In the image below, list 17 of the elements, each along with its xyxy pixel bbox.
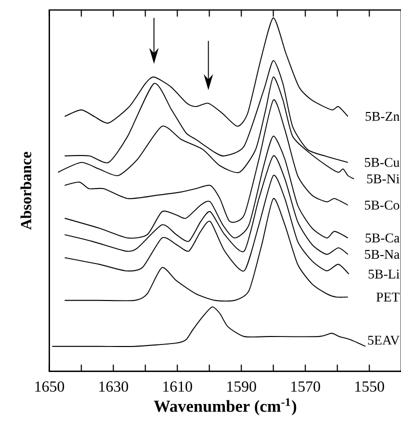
series-label: 5B-Zn — [366, 112, 400, 121]
y-axis-title: Absorbance — [20, 152, 32, 230]
series-label: 5B-Na — [364, 250, 400, 259]
series-label: 5EAV — [368, 336, 400, 345]
x-tick-label: 1570 — [291, 381, 320, 392]
x-tick-label: 1630 — [99, 381, 128, 392]
x-axis-title: Wavenumber (cm$^{-1}$) — [154, 398, 296, 416]
x-tick-label: 1650 — [35, 381, 64, 392]
text: PET — [376, 292, 400, 302]
series-label: 5B-Ca — [366, 233, 400, 242]
series-label: 5B-Li — [368, 270, 400, 279]
x-tick-label: 1610 — [163, 381, 192, 392]
x-tick-label: 1550 — [355, 381, 384, 392]
x-tick-label: 1590 — [227, 381, 256, 392]
series-label: 5B-Co — [364, 200, 400, 210]
series-label: 5B-Cu — [364, 158, 400, 167]
series-label: 5B-Ni — [367, 174, 400, 184]
